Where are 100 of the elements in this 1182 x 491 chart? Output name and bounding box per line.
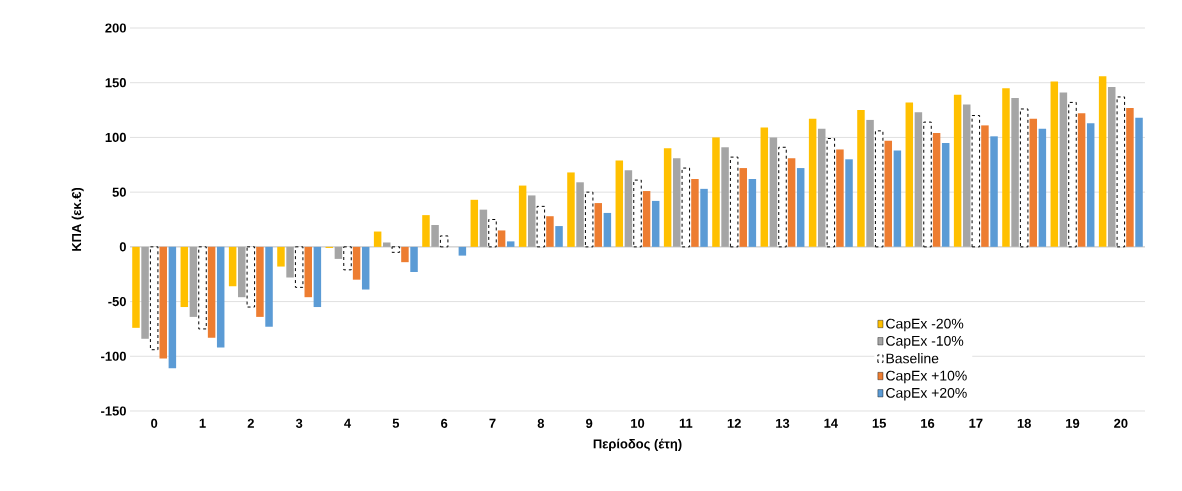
x-tick-label: 14: [824, 418, 838, 428]
bar: [228, 246, 237, 287]
x-tick-label: 18: [1017, 418, 1031, 428]
bar: [1002, 88, 1010, 247]
bar: [132, 246, 140, 328]
bar: [603, 212, 612, 247]
x-tick-label: 17: [969, 418, 983, 428]
bar: [615, 160, 624, 247]
bar: [439, 235, 449, 248]
bar: [198, 246, 207, 330]
y-tick-label: 150: [105, 78, 126, 88]
bar: [1038, 128, 1047, 247]
bar: [1059, 92, 1068, 247]
bar: [1135, 117, 1143, 247]
bar: [923, 121, 932, 248]
y-tick-label: 100: [105, 132, 126, 143]
bar: [941, 142, 950, 247]
bar: [826, 138, 836, 248]
bar: [546, 216, 554, 247]
bar: [216, 246, 225, 348]
bar: [1029, 118, 1038, 247]
x-tick-label: 13: [776, 418, 790, 428]
bar: [1011, 98, 1019, 247]
bar: [817, 128, 826, 247]
bar: [787, 158, 796, 247]
bar: [1077, 113, 1086, 247]
bar: [527, 195, 536, 247]
bar: [642, 191, 651, 247]
legend-label: CapEx +10%: [886, 370, 967, 384]
bar: [845, 159, 853, 247]
bar: [286, 246, 294, 278]
legend-label: Baseline: [886, 353, 939, 364]
bar: [953, 94, 962, 247]
bar: [488, 219, 497, 248]
bar: [373, 231, 382, 247]
bar: [748, 179, 757, 247]
legend-label: CapEx -10%: [886, 335, 964, 349]
bar: [334, 246, 343, 259]
bar: [1107, 87, 1116, 247]
bar: [663, 148, 672, 247]
bar: [246, 246, 256, 308]
bar: [981, 125, 989, 247]
x-tick-label: 10: [631, 418, 645, 428]
bar: [700, 188, 708, 247]
bar: [313, 246, 322, 308]
bar: [866, 119, 874, 247]
bar: [594, 203, 603, 247]
x-tick-label: 11: [679, 418, 693, 428]
bar: [149, 246, 159, 351]
bar: [932, 133, 941, 247]
bar: [189, 246, 198, 317]
bar: [691, 179, 699, 247]
bar: [712, 137, 720, 247]
bar: [479, 209, 488, 247]
bar: [739, 168, 748, 247]
bar: [141, 246, 149, 339]
x-tick-label: 9: [586, 418, 593, 428]
bar: [778, 146, 787, 248]
bar: [857, 110, 865, 247]
x-tick-label: 5: [392, 418, 400, 428]
legend-label: CapEx -20%: [886, 318, 964, 332]
x-tick-label: 1: [199, 418, 206, 428]
x-tick-label: 0: [151, 418, 158, 428]
bar: [207, 246, 216, 338]
bar: [431, 224, 439, 247]
bar: [361, 246, 370, 290]
x-tick-label: 3: [295, 418, 303, 428]
y-axis-title: ΚΠΑ (εκ.€): [71, 187, 84, 251]
y-tick-label: -150: [101, 406, 126, 416]
bar: [681, 167, 691, 248]
bar: [808, 118, 817, 247]
x-tick-label: 16: [921, 418, 935, 428]
bar: [796, 168, 805, 247]
x-tick-label: 7: [489, 418, 496, 428]
bar: [576, 182, 584, 247]
bar: [769, 137, 778, 247]
y-tick-label: -50: [108, 296, 126, 307]
bar: [277, 246, 285, 267]
bar: [518, 185, 527, 247]
x-tick-label: 8: [537, 418, 545, 428]
bar: [497, 230, 506, 247]
bar: [1050, 81, 1059, 247]
bar: [1019, 108, 1029, 248]
bar: [836, 149, 844, 247]
bar: [180, 246, 189, 308]
bar: [256, 246, 264, 317]
bar: [159, 246, 168, 359]
x-tick-label: 20: [1114, 418, 1128, 428]
bar: [721, 147, 729, 247]
bar: [914, 112, 923, 247]
x-tick-label: 4: [344, 418, 352, 428]
bar: [893, 150, 902, 247]
bar: [962, 104, 971, 247]
bar: [1126, 107, 1134, 247]
bar: [536, 205, 546, 248]
bar: [760, 127, 769, 247]
bar: [624, 170, 633, 247]
bar: [1098, 76, 1107, 247]
y-tick-label: -100: [101, 351, 126, 361]
bar: [729, 156, 739, 248]
